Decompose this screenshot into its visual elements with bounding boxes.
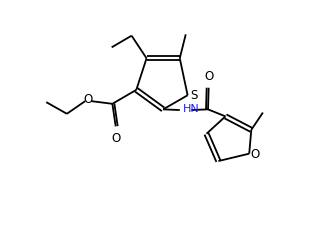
Text: O: O [204, 70, 213, 83]
Text: O: O [250, 148, 259, 161]
Text: S: S [190, 89, 197, 102]
Text: HN: HN [183, 104, 200, 114]
Text: O: O [84, 93, 93, 106]
Text: O: O [111, 132, 120, 145]
